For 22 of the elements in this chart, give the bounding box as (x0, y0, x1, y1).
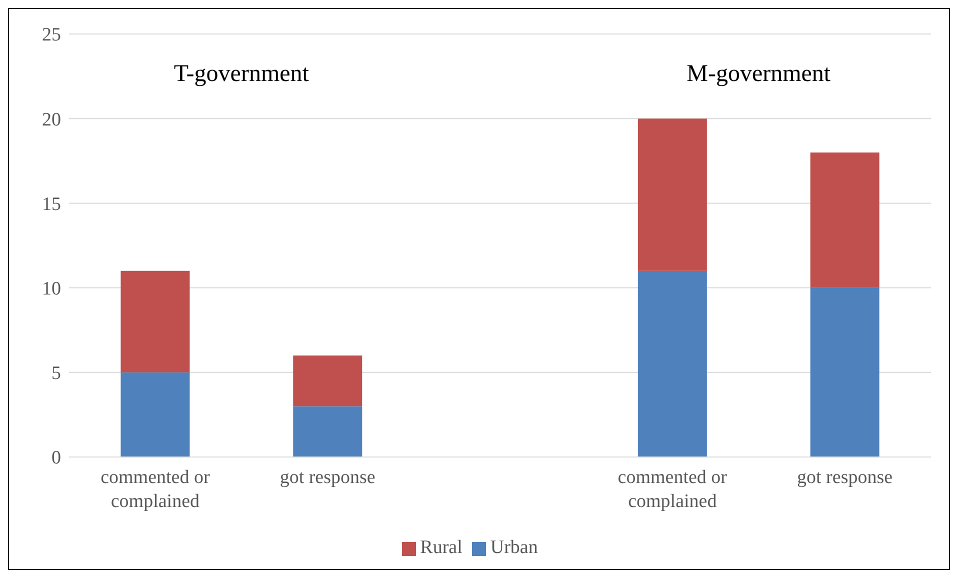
y-tick-label: 0 (52, 448, 61, 469)
y-tick-label: 25 (42, 24, 61, 46)
bar (638, 118, 707, 271)
bar (120, 372, 190, 457)
y-tick-label: 15 (42, 194, 61, 215)
x-tick-label: got response (797, 467, 893, 488)
annotation: T-government (172, 61, 310, 88)
bar (810, 288, 880, 457)
y-tick-label: 10 (42, 278, 61, 300)
x-tick-label: commented or complained (618, 467, 728, 512)
annotation: M-government (686, 61, 832, 88)
bar (120, 270, 190, 372)
legend-label: Urban (490, 537, 538, 558)
y-tick-label: 5 (52, 363, 61, 384)
bar (293, 355, 362, 406)
bar (293, 406, 362, 457)
y-tick-label: 20 (42, 109, 61, 130)
bar (810, 152, 880, 288)
x-tick-label: got response (280, 467, 376, 488)
bar (638, 270, 707, 457)
x-tick-label: commented or complained (100, 467, 210, 512)
legend-label: Rural (420, 537, 462, 558)
